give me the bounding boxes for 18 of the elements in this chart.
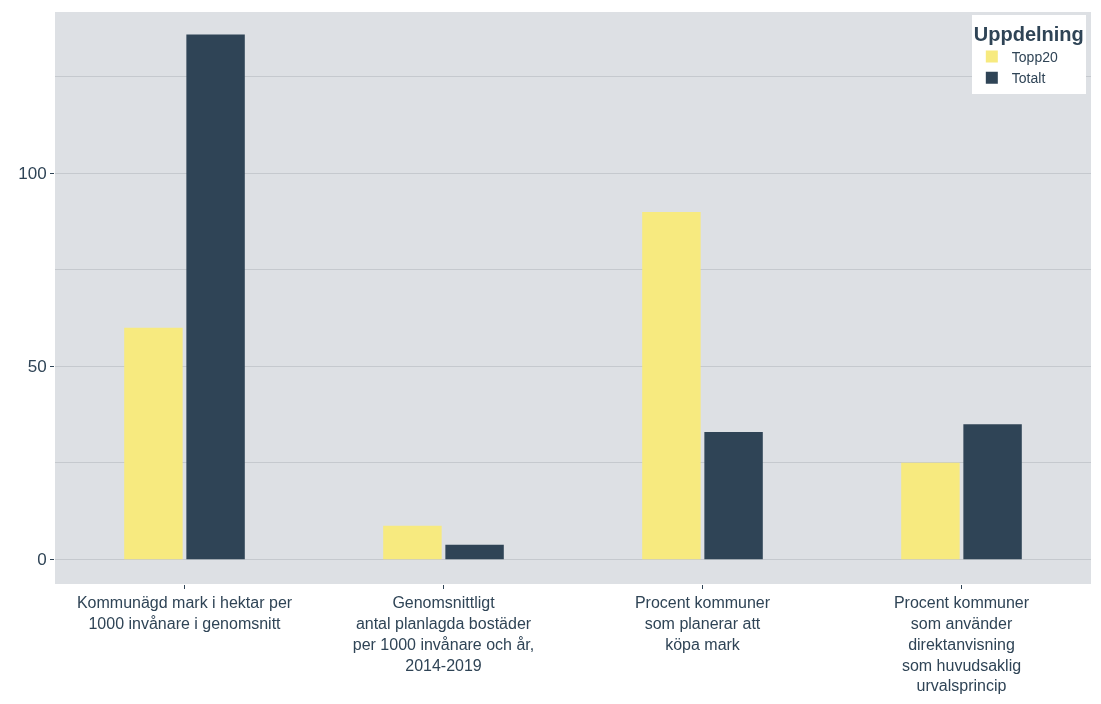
y-tick-label: 50: [27, 357, 47, 377]
bar: [704, 431, 763, 560]
legend-title: Uppdelning: [973, 22, 1084, 45]
x-tick-label: Procent kommuner som planerar att köpa mark: [634, 594, 771, 653]
bar: [963, 424, 1022, 560]
bar: [186, 34, 245, 560]
x-tick-label: Procent kommuner som använder direktanvisning som huvudsaklig urvalsprincip: [893, 594, 1030, 695]
legend-label: Totalt: [1011, 70, 1046, 87]
bar: [445, 544, 504, 560]
bar: [383, 525, 442, 560]
y-tick-label: 100: [18, 164, 47, 184]
legend-label: Topp20: [1011, 48, 1058, 65]
bar: [901, 462, 960, 560]
bar: [124, 327, 183, 560]
x-tick-label: Genomsnittligt antal planlagda bostäder per 1000 invånare och år, 2014-2019: [352, 594, 535, 674]
bar: [642, 211, 701, 560]
y-tick-label: 0: [37, 550, 47, 570]
x-tick-label: Kommunägd mark i hektar per 1000 invånare i genomsnitt: [76, 594, 293, 632]
